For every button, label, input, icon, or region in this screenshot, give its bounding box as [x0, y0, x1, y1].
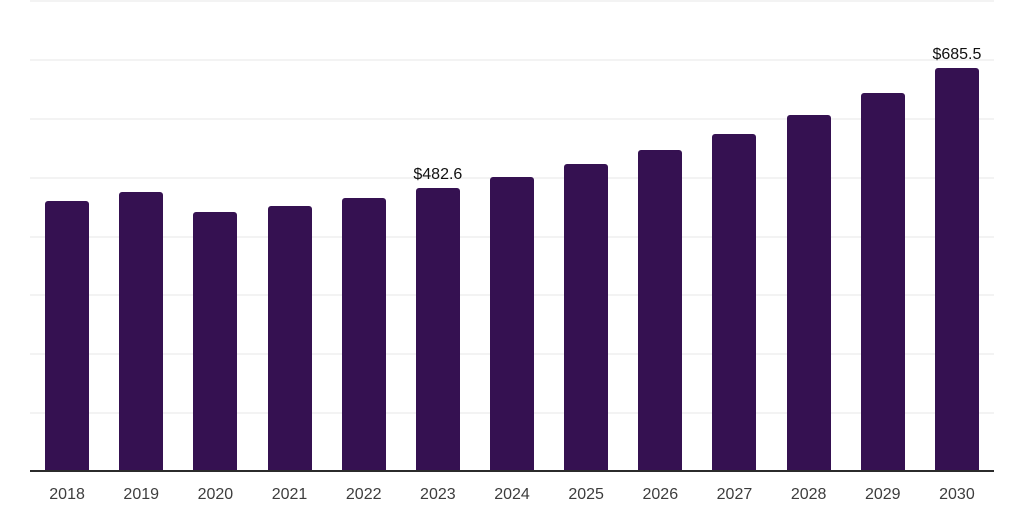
bar-2027[interactable] [712, 133, 757, 472]
data-label-2030: $685.5 [932, 46, 982, 64]
x-tick-label-2024: 2024 [494, 486, 530, 503]
bar-2020[interactable] [193, 212, 238, 472]
bar-2029[interactable] [860, 93, 905, 472]
bar-2022[interactable] [341, 197, 386, 472]
x-tick-label-2021: 2021 [271, 486, 308, 503]
bar-2026[interactable] [638, 149, 683, 472]
bar-2024[interactable] [490, 177, 534, 472]
x-tick-label-2030: 2030 [939, 486, 975, 503]
x-tick-label-2020: 2020 [197, 486, 234, 503]
x-tick-label-2029: 2029 [864, 486, 901, 503]
bar-2028[interactable] [786, 115, 831, 472]
x-tick-label-2028: 2028 [790, 486, 827, 503]
x-tick-label-2027: 2027 [716, 486, 753, 503]
x-tick-label-2019: 2019 [123, 486, 160, 503]
bar-2021[interactable] [267, 206, 312, 472]
gridline [30, 0, 994, 2]
bar-2030[interactable] [934, 68, 979, 472]
x-tick-label-2026: 2026 [642, 486, 679, 503]
bar-2018[interactable] [45, 201, 90, 472]
bar-2023[interactable] [415, 187, 460, 472]
bar-2019[interactable] [119, 191, 164, 472]
gridline [30, 58, 994, 61]
data-label-2023: $482.6 [413, 165, 463, 183]
gridline [30, 117, 994, 120]
x-axis-line [30, 470, 994, 472]
x-tick-label-2025: 2025 [568, 486, 604, 503]
x-tick-label-2018: 2018 [49, 486, 85, 503]
bar-2025[interactable] [564, 163, 609, 472]
x-tick-label-2022: 2022 [345, 486, 382, 503]
x-tick-label-2023: 2023 [420, 486, 456, 503]
